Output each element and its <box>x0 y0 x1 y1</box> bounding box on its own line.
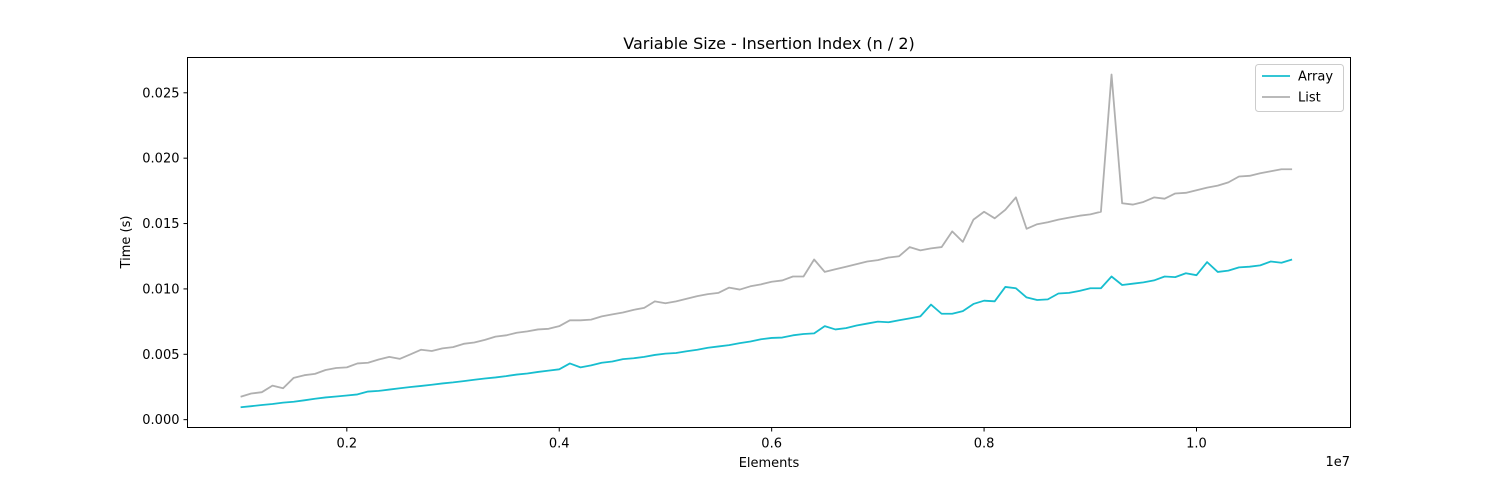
x-axis: 0.2 0.4 0.6 0.8 1.0 <box>336 427 1207 452</box>
x-tick-label: 1.0 <box>1186 437 1207 452</box>
x-tick-label: 0.6 <box>761 437 782 452</box>
x-axis-label: Elements <box>739 456 800 471</box>
x-tick-label: 0.2 <box>336 437 357 452</box>
y-axis-label: Time (s) <box>119 216 134 270</box>
x-tick-label: 0.8 <box>974 437 995 452</box>
y-tick-label: 0.000 <box>142 413 179 428</box>
chart-title: Variable Size - Insertion Index (n / 2) <box>623 34 915 53</box>
y-tick-label: 0.025 <box>142 86 179 101</box>
legend-label-array: Array <box>1298 70 1333 85</box>
y-tick-label: 0.015 <box>142 217 179 232</box>
legend: Array List <box>1255 64 1344 112</box>
y-tick-label: 0.010 <box>142 282 179 297</box>
y-axis: 0.000 0.005 0.010 0.015 0.020 0.025 <box>142 86 188 428</box>
series-line-array <box>240 258 1293 409</box>
y-tick-label: 0.005 <box>142 348 179 363</box>
legend-label-list: List <box>1298 91 1321 106</box>
plot-frame <box>187 57 1351 428</box>
series-line-list <box>240 73 1293 398</box>
x-tick-label: 0.4 <box>549 437 570 452</box>
y-tick-label: 0.020 <box>142 152 179 167</box>
x-offset-text: 1e7 <box>1325 455 1350 470</box>
